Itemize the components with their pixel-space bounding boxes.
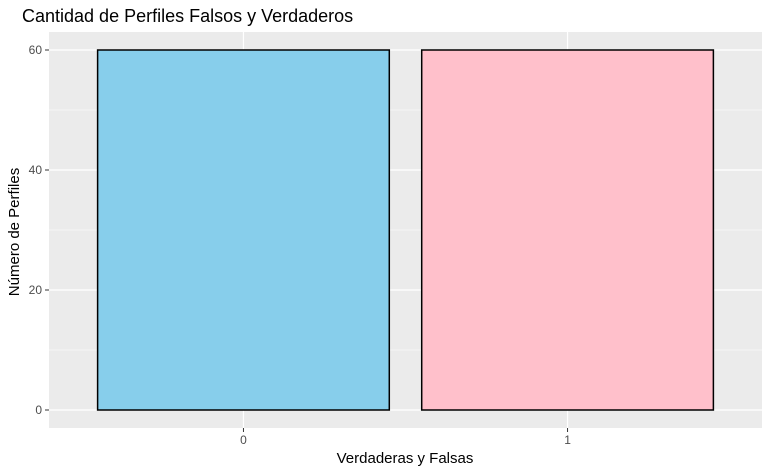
y-axis: 0 20 40 60 <box>29 43 49 417</box>
y-tick-label: 60 <box>29 43 43 57</box>
y-axis-title: Número de Perfiles <box>6 168 23 296</box>
x-tick-label: 1 <box>564 433 571 447</box>
chart-title: Cantidad de Perfiles Falsos y Verdaderos <box>22 6 353 26</box>
bar-0 <box>96 49 391 411</box>
x-tick-label: 0 <box>240 433 247 447</box>
y-tick-label: 40 <box>29 163 43 177</box>
bar-1 <box>420 49 715 411</box>
x-axis-title: Verdaderas y Falsas <box>337 450 474 467</box>
bars <box>96 49 715 411</box>
y-tick-label: 0 <box>35 403 42 417</box>
y-tick-label: 20 <box>29 283 43 297</box>
